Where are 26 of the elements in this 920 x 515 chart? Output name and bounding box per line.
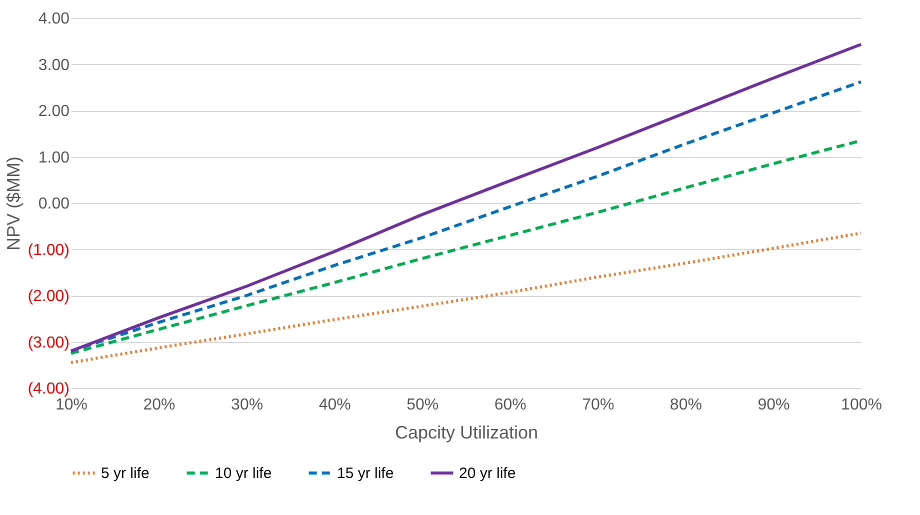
- y-tick-label: (3.00): [28, 334, 70, 352]
- x-tick-label: 100%: [841, 396, 882, 414]
- x-tick-label: 50%: [406, 396, 439, 414]
- legend-label: 15 yr life: [337, 465, 394, 482]
- x-tick-label: 30%: [231, 396, 264, 414]
- x-tick-label: 40%: [318, 396, 351, 414]
- y-tick-label: 3.00: [38, 56, 70, 74]
- legend-label: 10 yr life: [215, 465, 272, 482]
- y-tick-label: 4.00: [38, 10, 70, 28]
- y-tick-label: (1.00): [28, 242, 70, 259]
- y-tick-label: (2.00): [28, 288, 70, 305]
- x-tick-label: 20%: [143, 396, 176, 414]
- x-tick-label: 60%: [494, 396, 526, 414]
- y-tick-label: (4.00): [28, 380, 70, 398]
- x-tick-label: 90%: [758, 396, 790, 414]
- x-tick-label: 80%: [670, 396, 702, 414]
- y-tick-label: 2.00: [38, 103, 70, 120]
- y-axis-title: NPV ($MM): [4, 156, 24, 250]
- x-tick-label: 10%: [55, 396, 88, 414]
- x-tick-label: 70%: [582, 396, 614, 414]
- line-series: [70, 232, 862, 364]
- legend-label: 5 yr life: [101, 465, 150, 482]
- y-tick-label: 1.00: [38, 149, 70, 166]
- y-tick-label: 0.00: [38, 196, 70, 212]
- legend-label: 20 yr life: [459, 465, 516, 482]
- x-axis-title: Capcity Utilization: [394, 422, 538, 442]
